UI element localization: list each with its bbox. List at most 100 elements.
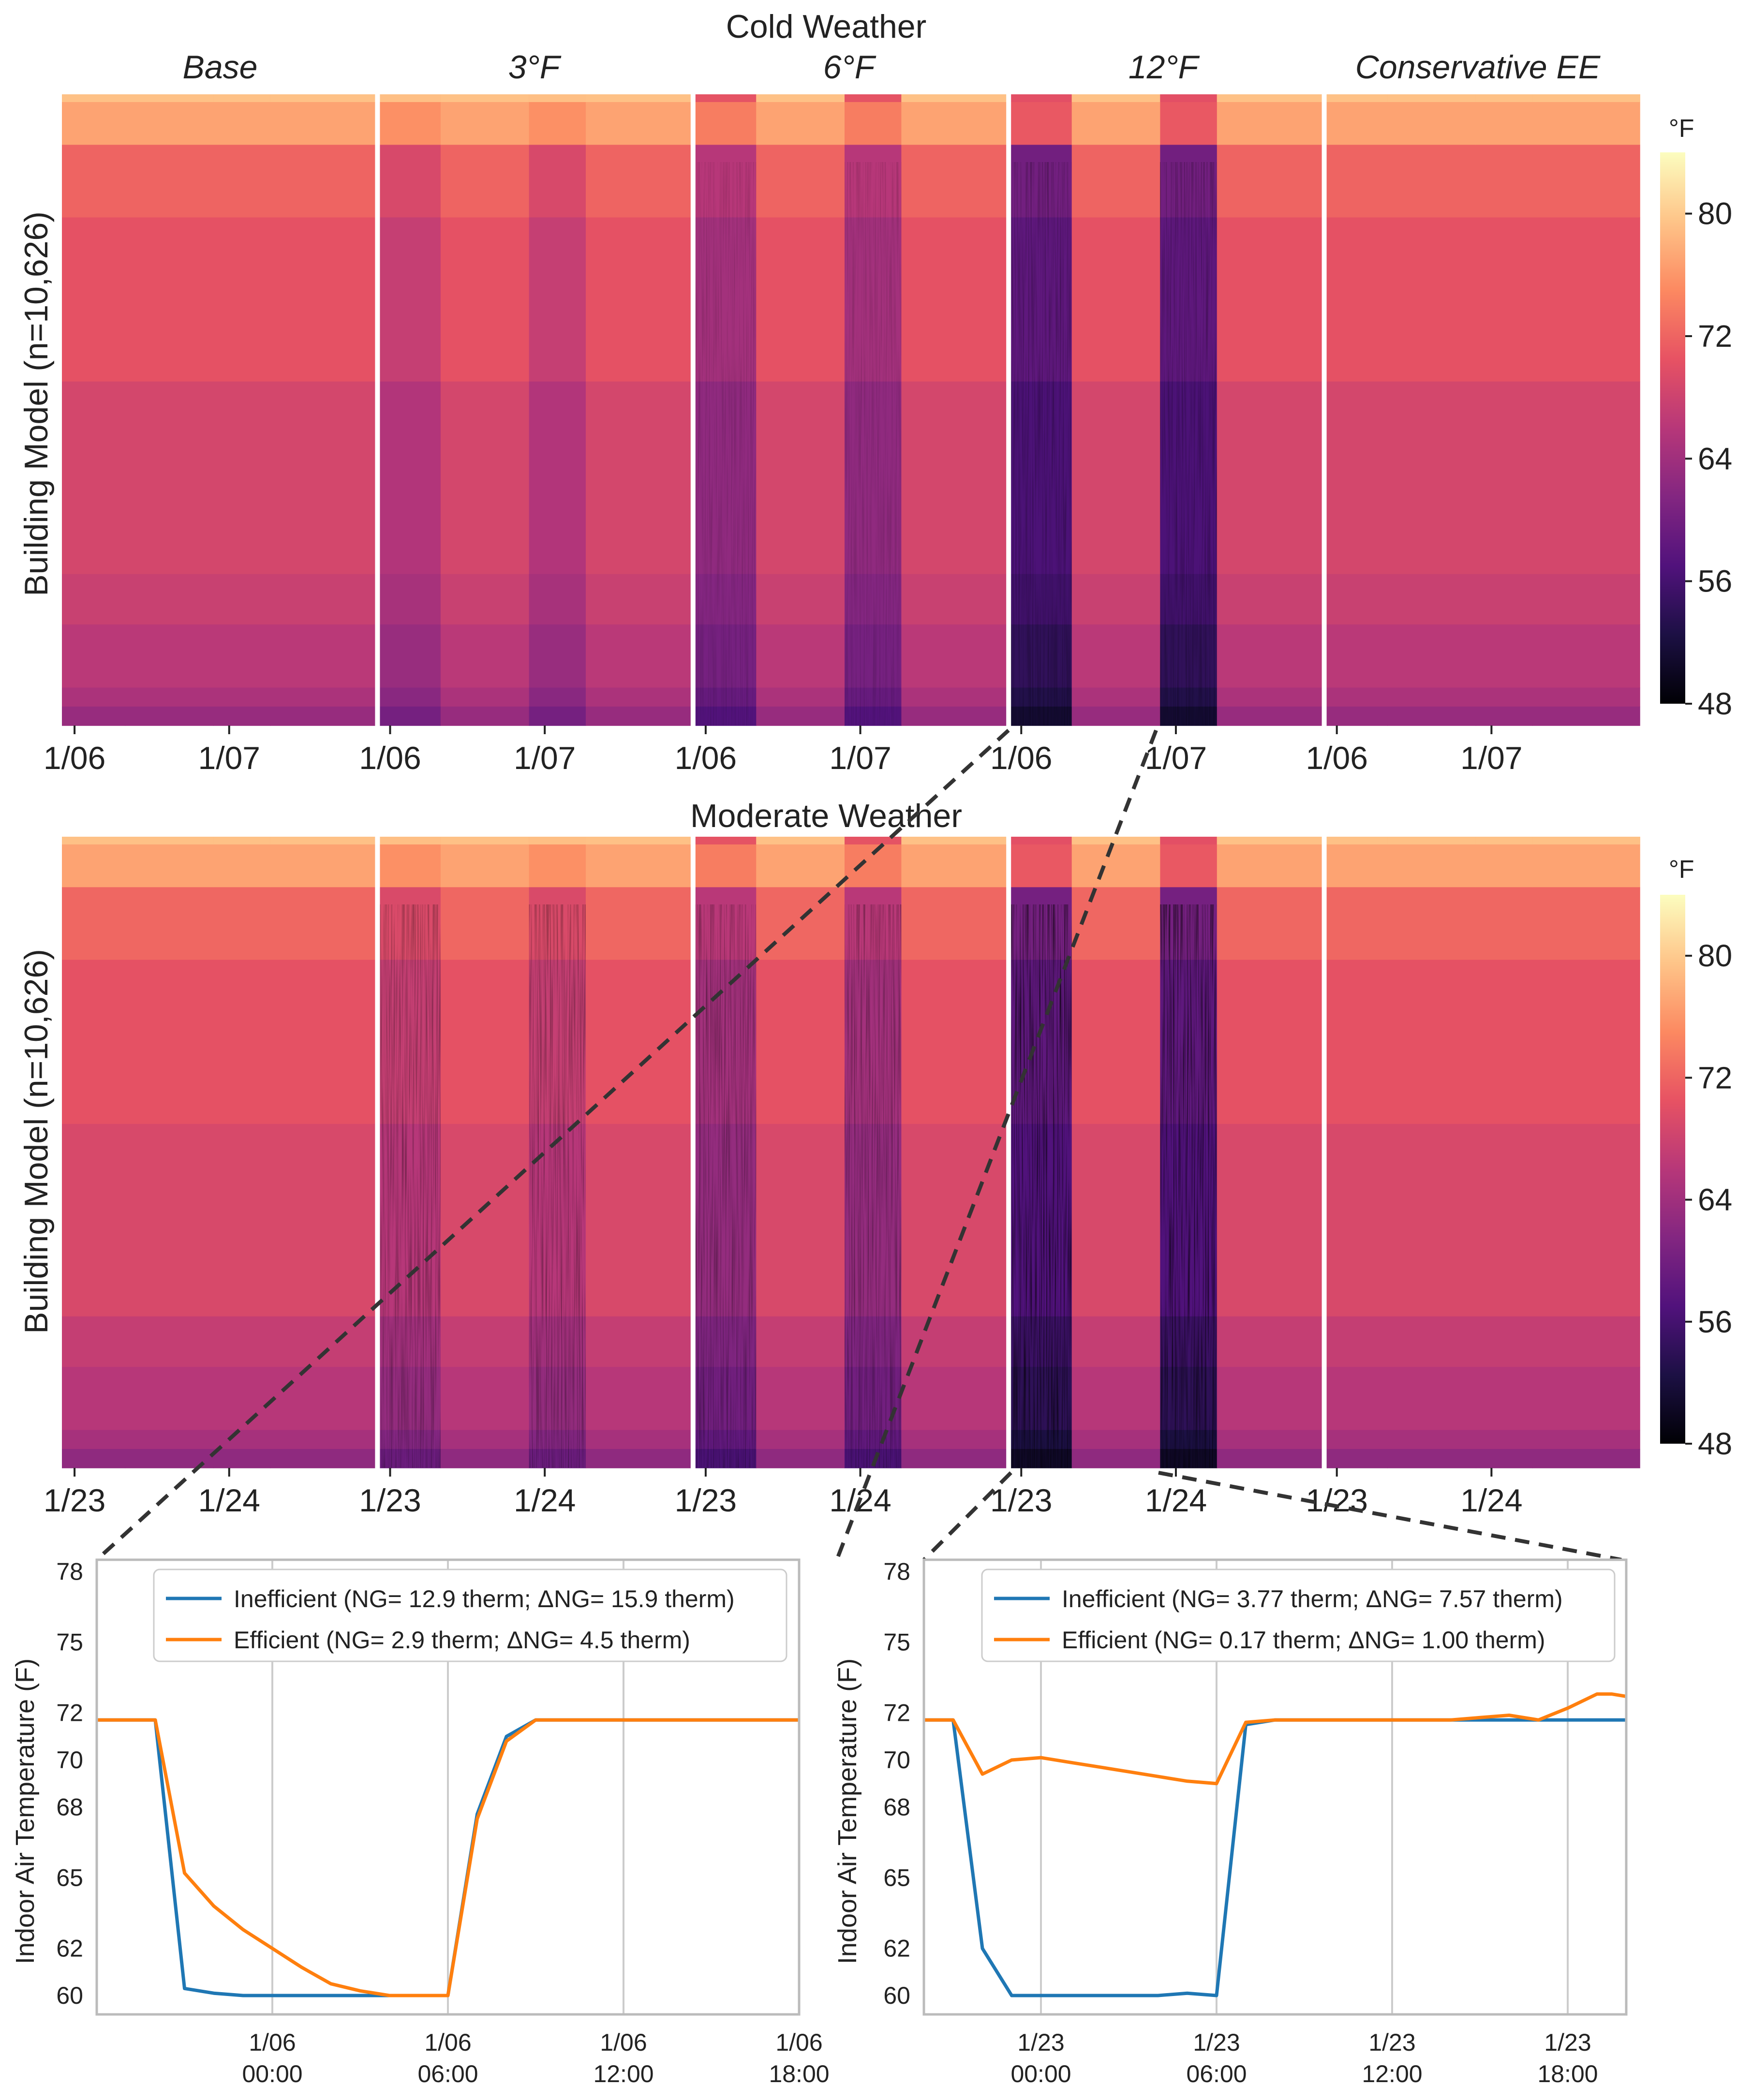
date-tick-label: 1/07 [1145, 740, 1207, 776]
colorbar-tick-label: 80 [1698, 196, 1732, 231]
heatmap-cell [1324, 1449, 1388, 1468]
heatmap-cell [756, 1430, 845, 1449]
heatmap-cell [1217, 574, 1325, 625]
heatmap-cell [440, 960, 530, 1124]
heatmap-cell [440, 887, 530, 961]
date-tick-label: 1/06 [44, 740, 105, 776]
heatmap-cell [1071, 837, 1161, 888]
heatmap-separator [690, 89, 696, 730]
heatmap-cell [377, 217, 441, 382]
heatmap-top-stripe [529, 837, 586, 844]
heatmap-cell [1217, 706, 1325, 726]
heatmap-cell [1387, 217, 1476, 382]
heatmap-cell [693, 837, 757, 888]
heatmap-cell [1217, 960, 1325, 1124]
heatmap-top-stripe [586, 837, 694, 844]
heatmap-cell [1387, 960, 1476, 1124]
y-tick-label: 78 [883, 1558, 910, 1585]
heatmap-cell [270, 381, 378, 575]
cold-colorbar: °F 48 56 64 72 80 [1660, 115, 1732, 721]
cold-line-chart: 1/06 00:00 1/06 06:00 1/06 12:00 1/06 18:00 60 62… [11, 1558, 830, 2087]
colorbar-unit-label: °F [1669, 115, 1694, 143]
heatmap-cell [1387, 887, 1476, 961]
heatmap-cell [1217, 217, 1325, 382]
heatmap-cell [270, 624, 378, 688]
heatmap-cell [125, 837, 214, 888]
heatmap-cell [125, 687, 214, 707]
heatmap-cell [529, 687, 586, 707]
plot-frame [922, 1558, 1628, 2016]
heatmap-cell [1532, 960, 1640, 1124]
heatmap-top-stripe [845, 837, 902, 844]
heatmap-cell [62, 94, 126, 146]
heatmap-top-stripe [1532, 94, 1640, 102]
heatmap-cell [1071, 960, 1161, 1124]
heatmap-cell [845, 94, 902, 146]
y-tick-label: 62 [56, 1935, 83, 1962]
heatmap-cell [1324, 706, 1388, 726]
heatmap-top-stripe [270, 94, 378, 102]
heatmap-cell [1475, 574, 1533, 625]
heatmap-cell [1217, 887, 1325, 961]
heatmap-separator [375, 832, 380, 1473]
heatmap-cell [377, 624, 441, 688]
y-tick-label: 62 [883, 1935, 910, 1962]
heatmap-cell [1071, 624, 1161, 688]
heatmap-cell [125, 1316, 214, 1367]
heatmap-cell [1217, 1430, 1325, 1449]
heatmap-cell [1475, 1367, 1533, 1431]
heatmap-cell [529, 706, 586, 726]
heatmap-top-stripe [213, 94, 271, 102]
heatmap-top-stripe [529, 94, 586, 102]
heatmap-top-stripe [1160, 94, 1217, 102]
heatmap-cell [213, 381, 271, 575]
heatmap-cell [1071, 706, 1161, 726]
colorbar-unit-label: °F [1669, 856, 1694, 884]
heatmap-cell [1475, 94, 1533, 146]
moderate-weather-heatmap-panel: Moderate Weather Building Model (n=10,62… [18, 798, 1640, 1518]
heatmap-cell [1160, 94, 1217, 146]
line-chart-ylabel: Indoor Air Temperature (F) [11, 1658, 40, 1964]
heatmap-cell [62, 887, 126, 961]
heatmap-cell [586, 145, 694, 218]
heatmap-cell [213, 574, 271, 625]
heatmap-cell [377, 145, 441, 218]
heatmap-cell [901, 687, 1009, 707]
heatmap-cell [586, 1430, 694, 1449]
heatmap-cell [213, 960, 271, 1124]
heatmap-separator [690, 832, 696, 1473]
heatmap-cell [1532, 624, 1640, 688]
heatmap-cell [62, 624, 126, 688]
heatmap-cell [125, 574, 214, 625]
cold-weather-heatmap-panel: Cold Weather Building Model (n=10,626) B… [18, 8, 1640, 776]
heatmap-top-stripe [1387, 94, 1476, 102]
heatmap-cell [377, 574, 441, 625]
heatmap-cell [1071, 94, 1161, 146]
heatmap-cell [213, 1449, 271, 1468]
heatmap-cell [586, 381, 694, 575]
heatmap-cell [440, 706, 530, 726]
heatmap-cell [270, 706, 378, 726]
heatmap-cell [756, 94, 845, 146]
scenario-title-12f: 12°F [1128, 49, 1200, 86]
heatmap-cell [901, 887, 1009, 961]
heatmap-separator [1006, 832, 1011, 1473]
heatmap-cell [377, 94, 441, 146]
heatmap-cell [1009, 94, 1072, 146]
heatmap-cell [1071, 687, 1161, 707]
heatmap-cell [529, 837, 586, 888]
heatmap-top-stripe [901, 837, 1009, 844]
heatmap-cell [213, 1124, 271, 1317]
heatmap-cell [586, 217, 694, 382]
heatmap-noise-texture [1009, 162, 1072, 725]
moderate-colorbar: °F 48 56 64 72 80 [1660, 856, 1732, 1461]
heatmap-cell [270, 217, 378, 382]
moderate-line-chart: 1/23 00:00 1/23 06:00 1/23 12:00 1/23 18:00 60 62… [833, 1558, 1628, 2087]
cold-weather-title: Cold Weather [726, 8, 927, 45]
heatmap-top-stripe [1071, 837, 1161, 844]
heatmap-cell [901, 1367, 1009, 1431]
heatmap-cell [1387, 574, 1476, 625]
heatmap-cell [1532, 837, 1640, 888]
heatmap-cell [440, 1367, 530, 1431]
legend-entry-inefficient: Inefficient (NG= 12.9 therm; ΔNG= 15.9 t… [234, 1585, 735, 1612]
